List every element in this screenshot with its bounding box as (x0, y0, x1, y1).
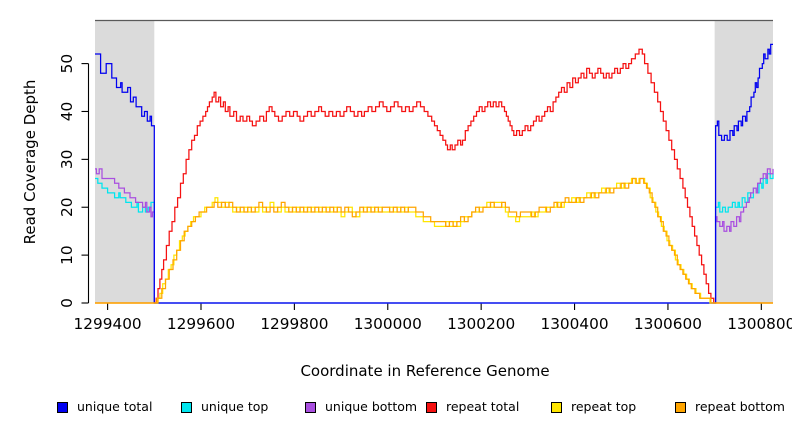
unique-top-swatch-icon (181, 401, 192, 413)
series-repeat-bottom (95, 177, 773, 304)
legend-label: repeat bottom (695, 399, 785, 414)
shaded-region (714, 20, 773, 303)
unique-bottom-swatch-icon (305, 401, 316, 413)
y-tick-label: 40 (58, 102, 76, 121)
repeat-bottom-swatch-icon (675, 401, 686, 413)
x-tick-label: 1300800 (727, 315, 792, 333)
x-tick-label: 1300400 (540, 315, 608, 333)
legend-label: unique top (201, 399, 269, 414)
legend-label: repeat top (571, 399, 637, 414)
y-tick-label: 20 (58, 198, 76, 217)
x-axis-label: Coordinate in Reference Genome (300, 362, 550, 380)
legend-item-repeat-total: repeat total (426, 399, 519, 415)
series-unique-top (95, 173, 774, 304)
legend-item-repeat-top: repeat top (551, 399, 636, 415)
series-unique-bottom (95, 168, 774, 304)
x-tick-label: 1300600 (634, 315, 702, 333)
legend-label: unique bottom (325, 399, 418, 414)
series-repeat-total (95, 48, 773, 304)
x-tick-label: 1299800 (260, 315, 328, 333)
legend-item-repeat-bottom: repeat bottom (675, 399, 785, 415)
x-tick-label: 1300000 (354, 315, 422, 333)
x-tick-label: 1299400 (74, 315, 142, 333)
y-axis-label: Read Coverage Depth (21, 79, 39, 245)
shaded-region (95, 20, 155, 303)
unique-total-swatch-icon (57, 401, 68, 413)
y-tick-label: 10 (58, 245, 76, 264)
repeat-top-swatch-icon (551, 401, 562, 413)
y-tick-label: 0 (58, 298, 76, 308)
legend-item-unique-bottom: unique bottom (305, 399, 417, 415)
legend-label: unique total (77, 399, 153, 414)
legend-label: repeat total (446, 399, 520, 414)
x-tick-label: 1300200 (447, 315, 515, 333)
repeat-total-swatch-icon (426, 401, 437, 413)
legend: unique total unique top unique bottom re… (0, 399, 792, 421)
legend-item-unique-total: unique total (57, 399, 152, 415)
series-repeat-top (95, 177, 773, 304)
y-tick-label: 30 (58, 150, 76, 169)
legend-item-unique-top: unique top (181, 399, 268, 415)
y-tick-label: 50 (58, 54, 76, 73)
x-tick-label: 1299600 (167, 315, 235, 333)
series-unique-total (95, 43, 773, 304)
